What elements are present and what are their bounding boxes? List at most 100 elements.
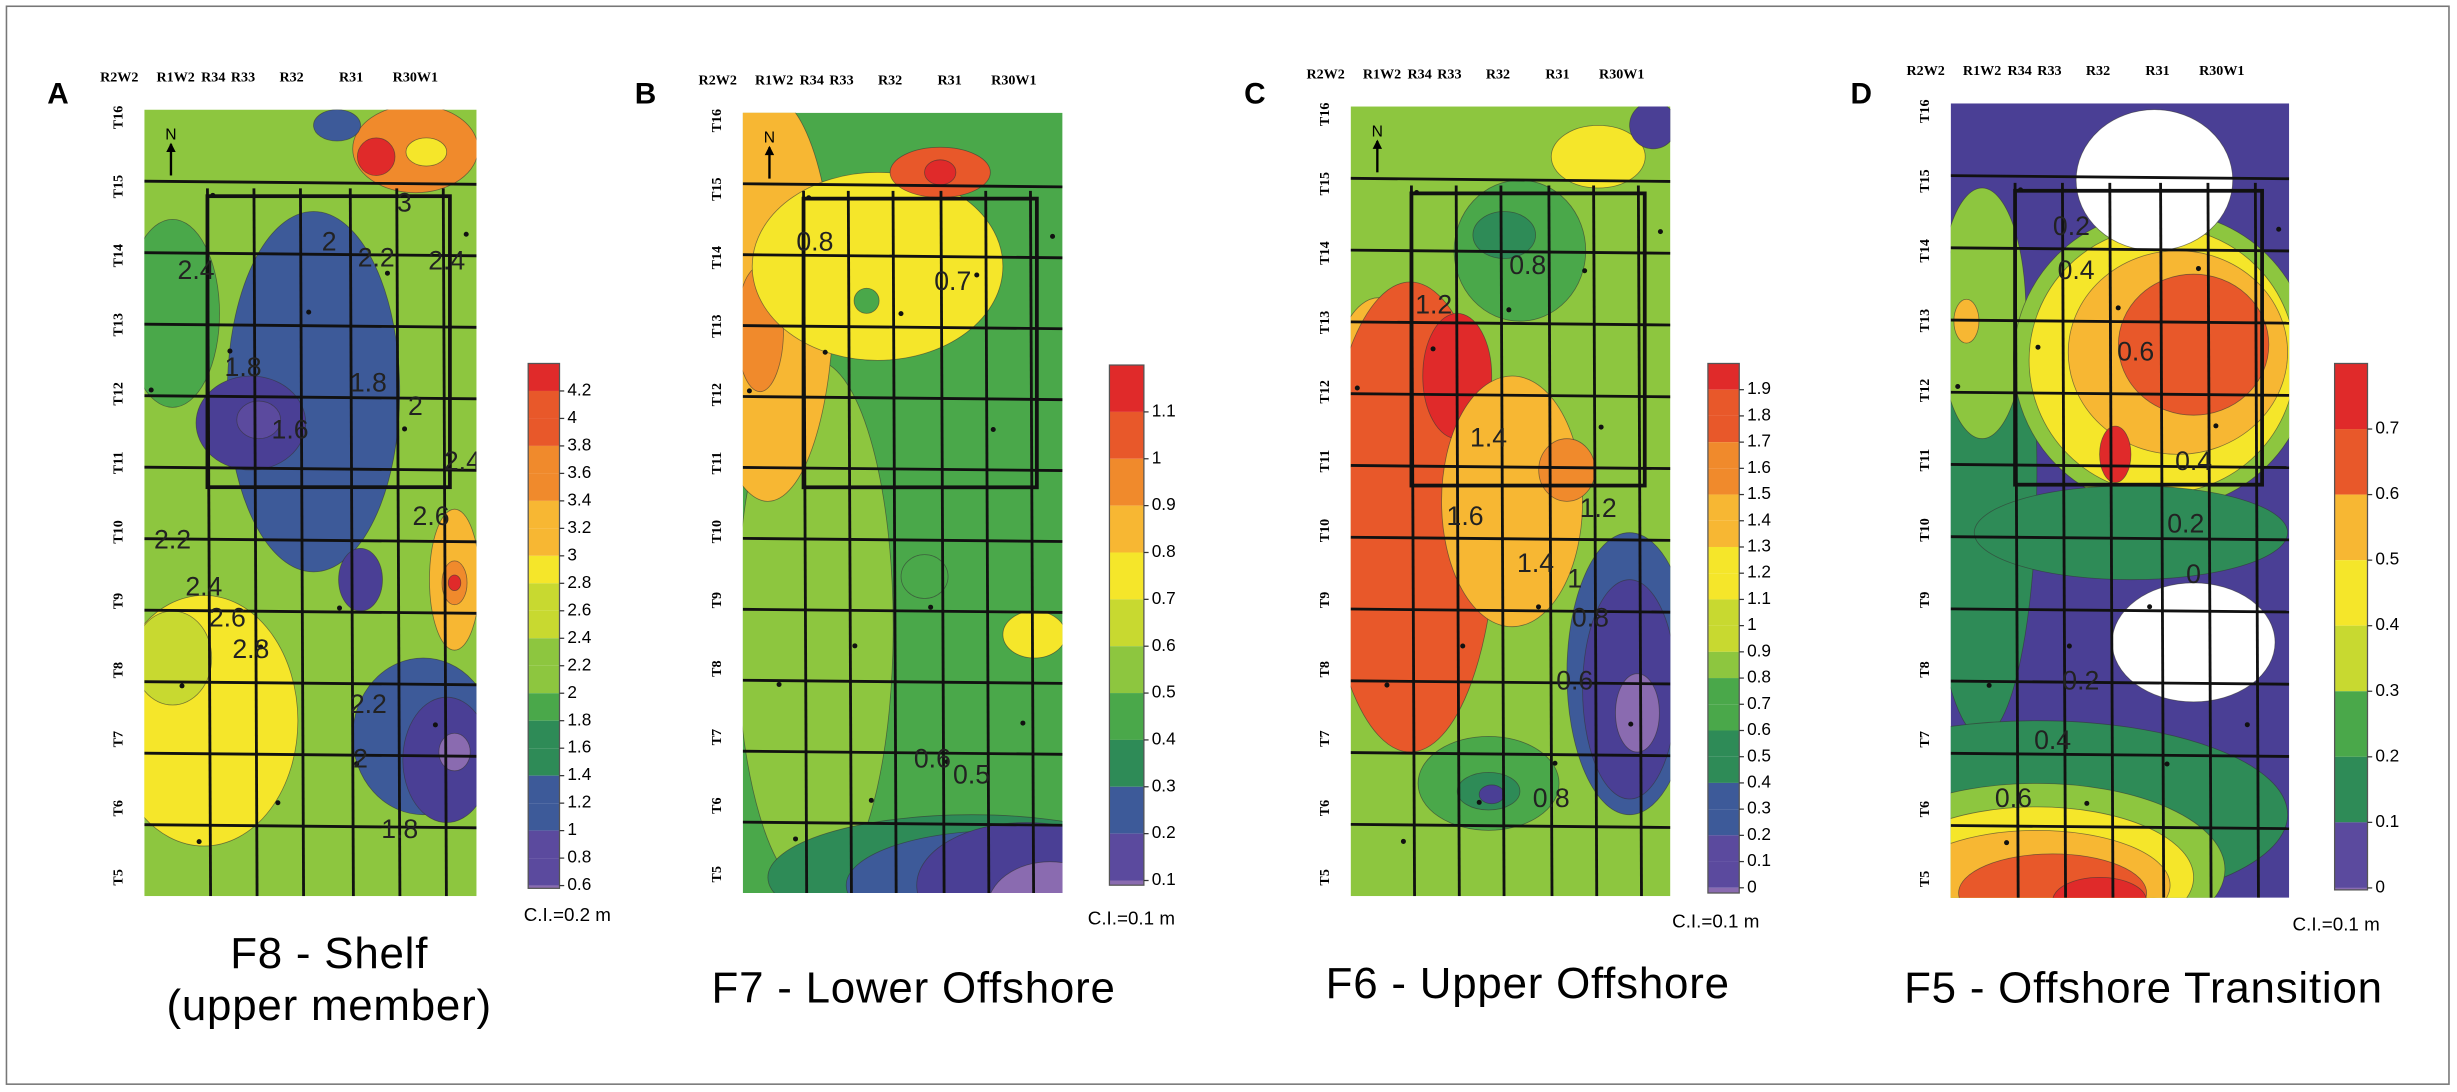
range-label: R1W2 [755, 73, 793, 89]
well [1986, 682, 1992, 688]
colorbar-frame [527, 362, 561, 889]
colorbar-tick-label: 3.4 [567, 489, 591, 509]
township-label: T12 [110, 382, 126, 406]
colorbar-band [1109, 739, 1144, 787]
contour-label: 0.7 [934, 266, 971, 296]
colorbar-band [2334, 560, 2368, 626]
well [2004, 840, 2010, 846]
range-label: R31 [2145, 63, 2169, 79]
well [746, 388, 752, 394]
township-label: T12 [1317, 380, 1333, 404]
well [1354, 385, 1360, 391]
colorbar-band [1707, 573, 1740, 600]
contour-area [338, 547, 383, 612]
township-label: T14 [1317, 241, 1333, 265]
contour-map: 2.422.2 2.431.81.61.822.42.62.22.42.62.82… [144, 109, 477, 897]
well [1476, 799, 1482, 805]
colorbar-band [528, 693, 560, 721]
colorbar-tick-label: 0.5 [1747, 745, 1771, 765]
section-line [1350, 751, 1671, 758]
colorbar-band [1707, 546, 1740, 574]
section-line [742, 324, 1063, 331]
colorbar-band [1707, 389, 1740, 416]
township-label: T5 [110, 869, 126, 885]
contour-label: 0.4 [2175, 446, 2212, 476]
well [1628, 721, 1634, 727]
section-line [1950, 390, 2290, 397]
range-label: R34 [201, 69, 225, 85]
colorbar-tick-label: 1.5 [1747, 483, 1771, 503]
colorbar-tick-label: 1.6 [567, 737, 591, 757]
well [258, 644, 264, 650]
township-label: T16 [1917, 99, 1933, 123]
colorbar-band [1707, 730, 1740, 757]
colorbar-band [1707, 651, 1740, 679]
well [1430, 346, 1436, 352]
colorbar-tick-label: 0.9 [1747, 640, 1771, 660]
colorbar-tick-label: 0.7 [1747, 693, 1771, 713]
section-line [939, 190, 946, 894]
colorbar-tick-label: 0.2 [2375, 745, 2399, 765]
contour-label: 0.8 [1572, 603, 1609, 633]
colorbar-band [528, 665, 560, 694]
well [463, 231, 469, 237]
well [852, 643, 858, 649]
colorbar-band [528, 885, 560, 889]
well [2066, 643, 2072, 649]
contour-area [236, 400, 282, 440]
contour-label: 0.2 [2062, 665, 2099, 695]
section-line [742, 182, 1063, 189]
colorbar-band [1707, 442, 1740, 469]
colorbar-tick-label: 0.8 [567, 847, 591, 867]
township-label: T9 [1917, 592, 1933, 608]
section-line [144, 251, 477, 258]
colorbar-tick-label: 0 [1747, 876, 1757, 896]
contour-area [1950, 187, 2027, 440]
contour-interval: C.I.=0.1 m [1672, 910, 1759, 931]
colorbar-band [2334, 691, 2368, 757]
well [275, 800, 281, 806]
well [2244, 722, 2250, 728]
section-line [348, 188, 355, 897]
colorbar-tick-label: 3.8 [567, 434, 591, 454]
section-line [1350, 535, 1671, 542]
colorbar-tick-label: 1.1 [1747, 588, 1771, 608]
township-label: T5 [1317, 869, 1333, 885]
contour-area [1002, 610, 1063, 659]
contour-label: 0.8 [1509, 250, 1546, 280]
colorbar-tick-label: 1.1 [1152, 400, 1176, 420]
well [179, 683, 185, 689]
section-line [846, 190, 853, 894]
township-label: T11 [709, 452, 725, 475]
contour-label: 0.4 [2058, 255, 2095, 285]
range-label: R1W2 [1363, 66, 1401, 82]
well [806, 195, 812, 201]
contour-interval: C.I.=0.2 m [524, 904, 611, 925]
contour-label: 1 [1567, 564, 1582, 594]
section-line [144, 680, 477, 687]
colorbar-tick-label: 0.5 [2375, 549, 2399, 569]
section-line [252, 188, 259, 897]
well [1536, 604, 1542, 610]
well [990, 427, 996, 433]
panel-letter: C [1244, 77, 1266, 110]
colorbar-band [1707, 756, 1740, 783]
section-line [2159, 182, 2166, 898]
colorbar-band [528, 775, 560, 804]
figure-border [5, 5, 2450, 1085]
colorbar-band [528, 363, 560, 391]
colorbar-tick-label: 1 [1747, 614, 1757, 634]
colorbar-tick-label: 0.7 [1152, 588, 1176, 608]
well [1582, 268, 1588, 274]
range-label: R30W1 [2199, 63, 2244, 79]
contour-label: 0.5 [953, 759, 990, 789]
colorbar-tick-label: 0.1 [1152, 869, 1176, 889]
section-line [742, 749, 1063, 756]
colorbar-tick-label: 2.8 [567, 572, 591, 592]
colorbar-band [1109, 646, 1144, 694]
colorbar-tick-label: 1.8 [567, 709, 591, 729]
well [2213, 423, 2219, 429]
contour-label: 2 [322, 227, 337, 257]
colorbar-tick-label: 0.6 [567, 874, 591, 894]
well [2035, 344, 2041, 350]
